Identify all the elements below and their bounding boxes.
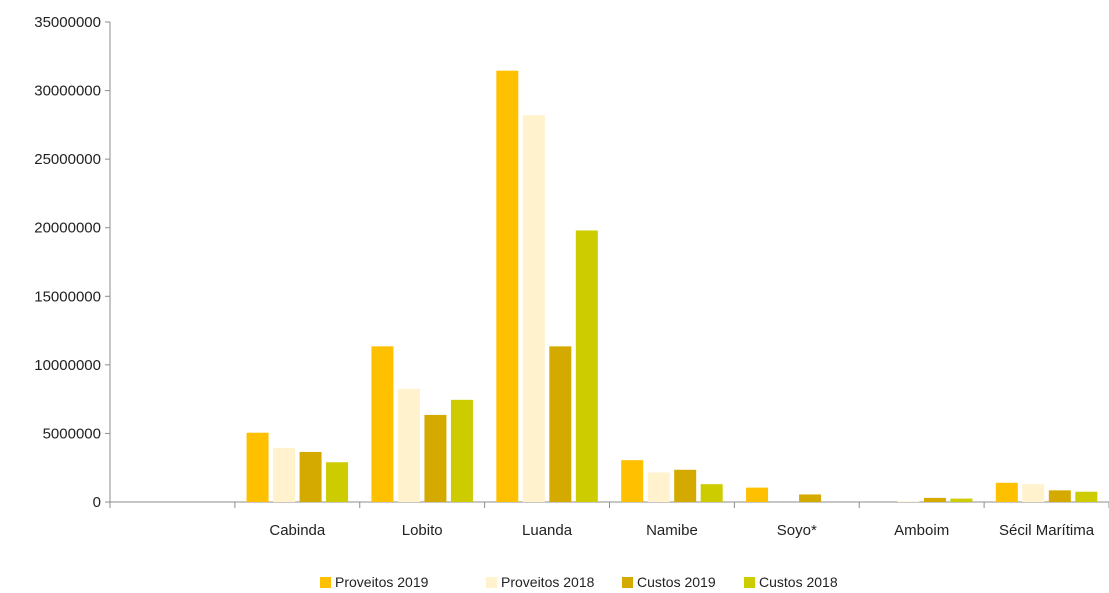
bar-custos-2019-lobito bbox=[424, 414, 447, 502]
y-tick-label: 0 bbox=[93, 494, 101, 511]
x-axis: Cabinda Lobito Luanda Namibe Soyo* Amboim Séci… bbox=[109, 501, 1109, 539]
bar-custos-2018-amboim bbox=[950, 498, 973, 502]
legend-label: Proveitos 2019 bbox=[335, 574, 429, 590]
legend-swatch bbox=[486, 577, 497, 588]
legend-swatch bbox=[320, 577, 331, 588]
bar-proveitos-2019-soyo- bbox=[746, 487, 769, 502]
legend: Proveitos 2019 Proveitos 2018 Custos 2019 C… bbox=[320, 574, 838, 590]
legend-label: Custos 2018 bbox=[759, 574, 838, 590]
y-tick-label: 30000000 bbox=[34, 83, 101, 100]
bar-custos-2019-soyo- bbox=[799, 494, 822, 502]
bar-custos-2019-cabinda bbox=[299, 451, 322, 502]
y-axis: 0 5000000 10000000 15000000 20000000 25000000… bbox=[34, 14, 111, 511]
bar-proveitos-2019-namibe bbox=[621, 460, 644, 502]
legend-swatch bbox=[744, 577, 755, 588]
legend-swatch bbox=[622, 577, 633, 588]
bar-proveitos-2018-lobito bbox=[397, 388, 420, 502]
bar-custos-2019-amboim bbox=[923, 497, 946, 502]
y-tick-label: 25000000 bbox=[34, 151, 101, 168]
legend-label: Proveitos 2018 bbox=[501, 574, 595, 590]
x-tick-label: Amboim bbox=[894, 522, 949, 539]
x-tick-label: Sécil Marítima bbox=[999, 522, 1095, 539]
x-tick-label: Soyo* bbox=[777, 522, 817, 539]
bar-proveitos-2018-cabinda bbox=[273, 447, 296, 502]
bar-proveitos-2018-namibe bbox=[647, 472, 670, 502]
bar-custos-2018-namibe bbox=[700, 484, 723, 502]
bar-custos-2018-cabinda bbox=[326, 462, 349, 502]
bar-custos-2018-luanda bbox=[575, 230, 598, 502]
x-tick-label: Luanda bbox=[522, 522, 573, 539]
bar-custos-2019-luanda bbox=[549, 346, 572, 502]
bar-custos-2019-s-cil-mar-tima bbox=[1048, 490, 1071, 502]
bar-custos-2018-s-cil-mar-tima bbox=[1075, 491, 1098, 502]
y-tick-label: 5000000 bbox=[43, 425, 101, 442]
bar-custos-2018-lobito bbox=[450, 399, 473, 502]
y-tick-label: 15000000 bbox=[34, 288, 101, 305]
y-tick-label: 20000000 bbox=[34, 220, 101, 237]
x-tick-label: Lobito bbox=[402, 522, 443, 539]
bar-custos-2019-namibe bbox=[674, 469, 697, 502]
legend-label: Custos 2019 bbox=[637, 574, 716, 590]
bar-proveitos-2019-s-cil-mar-tima bbox=[995, 482, 1018, 502]
bar-proveitos-2018-luanda bbox=[522, 115, 545, 502]
bar-proveitos-2019-lobito bbox=[371, 346, 394, 502]
y-tick-label: 10000000 bbox=[34, 357, 101, 374]
y-tick-label: 35000000 bbox=[34, 14, 101, 31]
bar-proveitos-2018-s-cil-mar-tima bbox=[1022, 484, 1045, 502]
bar-proveitos-2019-luanda bbox=[496, 70, 519, 502]
x-tick-label: Namibe bbox=[646, 522, 698, 539]
x-tick-label: Cabinda bbox=[269, 522, 326, 539]
bars bbox=[246, 70, 1098, 502]
bar-proveitos-2019-cabinda bbox=[246, 432, 269, 502]
bar-proveitos-2018-amboim bbox=[897, 501, 920, 502]
